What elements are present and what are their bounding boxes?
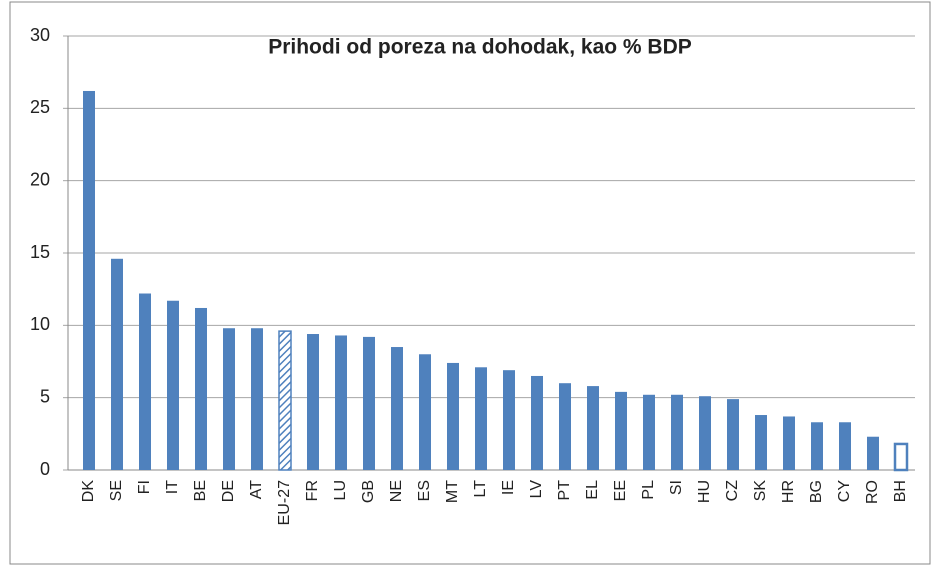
- x-tick-label: CZ: [724, 480, 741, 502]
- x-tick-label: PT: [556, 480, 573, 501]
- bar: [867, 436, 879, 470]
- bar: [699, 396, 711, 470]
- bar: [307, 334, 319, 470]
- bar: [783, 416, 795, 470]
- x-tick-label: FI: [136, 480, 153, 494]
- x-tick-label: AT: [248, 480, 265, 499]
- x-tick-label: HU: [696, 480, 713, 503]
- bar: [475, 367, 487, 470]
- x-tick-label: IT: [164, 480, 181, 494]
- bar: [587, 386, 599, 470]
- bar: [615, 391, 627, 470]
- x-tick-label: LT: [472, 480, 489, 498]
- x-tick-label: NE: [388, 480, 405, 502]
- bar: [251, 328, 263, 470]
- x-tick-label: BE: [192, 480, 209, 501]
- bar: [223, 328, 235, 470]
- x-tick-label: FR: [304, 480, 321, 501]
- x-tick-label: LU: [332, 480, 349, 500]
- x-tick-label: ES: [416, 480, 433, 501]
- x-tick-label: EE: [612, 480, 629, 501]
- chart-title: Prihodi od poreza na dohodak, kao % BDP: [268, 36, 692, 59]
- bar: [363, 336, 375, 470]
- x-tick-label: GB: [360, 480, 377, 503]
- y-tick-label: 30: [30, 25, 50, 45]
- x-tick-label: EL: [584, 480, 601, 500]
- x-tick-label: MT: [444, 480, 461, 503]
- bar: [83, 90, 95, 471]
- y-tick-label: 15: [30, 242, 50, 262]
- x-tick-label: BG: [808, 480, 825, 503]
- y-tick-label: 0: [40, 459, 50, 479]
- bar: [195, 307, 207, 470]
- bar: [111, 258, 123, 470]
- x-tick-label: SE: [108, 480, 125, 501]
- x-tick-label: LV: [528, 480, 545, 499]
- x-tick-label: IE: [500, 480, 517, 495]
- bar: [167, 300, 179, 470]
- frame: [9, 1, 931, 565]
- x-tick-label: EU-27: [276, 480, 293, 525]
- bar: [391, 347, 403, 470]
- x-tick-label: SK: [752, 480, 769, 502]
- x-tick-label: RO: [864, 480, 881, 504]
- bar: [643, 394, 655, 470]
- bar: [139, 293, 151, 470]
- x-tick-label: PL: [640, 480, 657, 500]
- x-tick-label: HR: [780, 480, 797, 503]
- bar: [755, 415, 767, 470]
- y-tick-label: 10: [30, 314, 50, 334]
- bar: [447, 362, 459, 470]
- x-tick-label: DK: [80, 480, 97, 503]
- bar: [419, 354, 431, 470]
- bar: [335, 335, 347, 470]
- bar: [811, 422, 823, 470]
- bar: [671, 394, 683, 470]
- x-tick-label: BH: [892, 480, 909, 502]
- x-tick-label: DE: [220, 480, 237, 502]
- y-tick-label: 20: [30, 169, 50, 189]
- y-tick-label: 5: [40, 386, 50, 406]
- bar: [559, 383, 571, 470]
- y-tick-label: 25: [30, 97, 50, 117]
- bar: [893, 442, 909, 472]
- bar: [503, 370, 515, 470]
- bar: [531, 375, 543, 470]
- bar: [839, 422, 851, 470]
- bar: [278, 330, 292, 471]
- bar: [727, 399, 739, 470]
- x-tick-label: SI: [668, 480, 685, 495]
- x-tick-label: CY: [836, 480, 853, 503]
